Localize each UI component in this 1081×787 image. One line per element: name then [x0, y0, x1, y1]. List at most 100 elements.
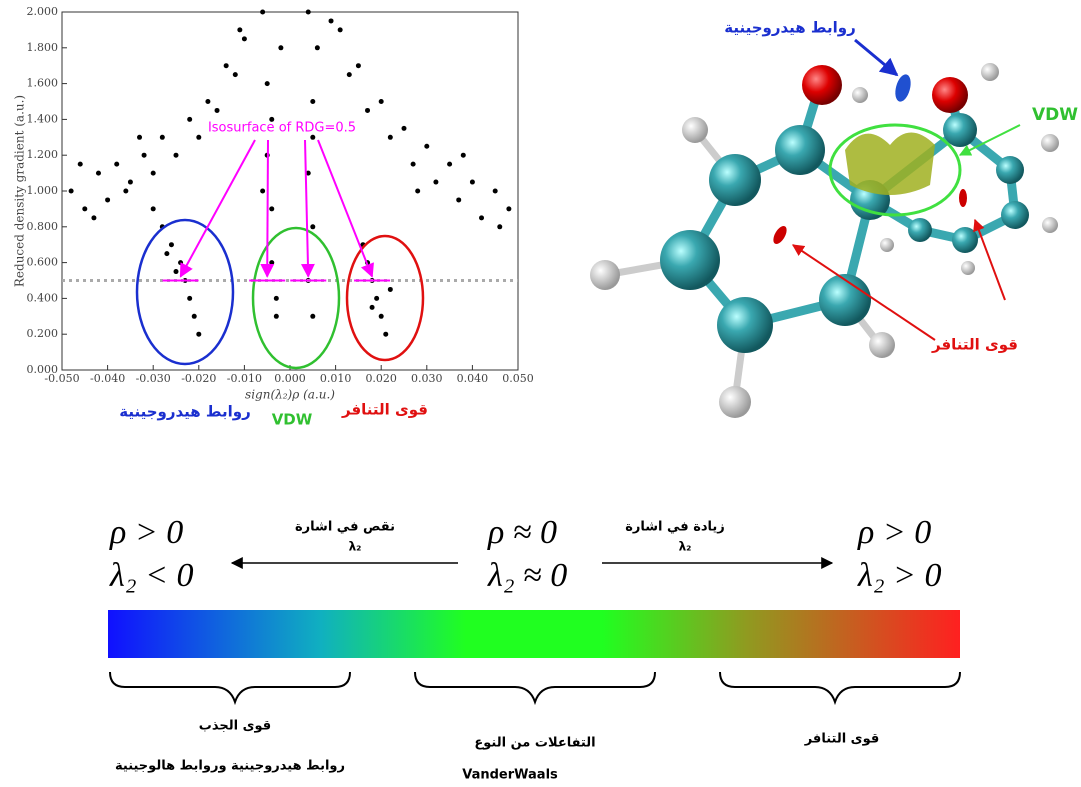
y-tick-label: 0.600 [27, 256, 59, 269]
point [470, 180, 475, 185]
point [105, 197, 110, 202]
x-tick-label: 0.010 [320, 372, 352, 385]
pointer-arrow [305, 140, 308, 277]
condition: ρ ≈ 0 [487, 514, 557, 551]
x-tick-label: 0.000 [274, 372, 306, 385]
y-tick-label: 1.400 [27, 112, 59, 125]
point [411, 162, 416, 167]
region-label: روابط هيدروجينية [119, 403, 250, 421]
region-ellipse [253, 228, 339, 368]
y-tick-label: 0.200 [27, 327, 59, 340]
point [370, 305, 375, 310]
arrow-label: λ₂ [349, 540, 362, 554]
point [379, 314, 384, 319]
condition: ρ > 0 [857, 514, 931, 551]
point [356, 63, 361, 68]
point [174, 153, 179, 158]
category-label: VanderWaals [462, 768, 558, 783]
point [379, 99, 384, 104]
point [278, 45, 283, 50]
point [128, 180, 133, 185]
point [260, 10, 265, 15]
point [310, 224, 315, 229]
plot-frame [62, 12, 518, 370]
molecule-label: قوى التنافر [931, 336, 1018, 354]
point [265, 81, 270, 86]
point [388, 287, 393, 292]
point [497, 224, 502, 229]
pointer-arrow [267, 140, 268, 277]
point [461, 153, 466, 158]
molecule-label: روابط هيدروجينية [724, 19, 855, 37]
y-tick-label: 0.400 [27, 291, 59, 304]
point [310, 99, 315, 104]
arrow-label: λ₂ [679, 540, 692, 554]
y-tick-label: 1.600 [27, 77, 59, 90]
point [82, 206, 87, 211]
point [178, 260, 183, 265]
point [274, 314, 279, 319]
pointer-arrow [318, 140, 372, 277]
point [383, 332, 388, 337]
point [123, 189, 128, 194]
x-tick-label: 0.020 [365, 372, 397, 385]
arrow-label: زيادة في اشارة [625, 520, 725, 535]
y-tick-label: 1.000 [27, 184, 59, 197]
x-tick-label: 0.040 [457, 372, 489, 385]
point [215, 108, 220, 113]
point [329, 18, 334, 23]
condition: λ₂ ≈ 0 [487, 557, 567, 594]
figure: Reduced density gradient (a.u.) sign(λ₂)… [0, 0, 1081, 787]
color-bar [108, 610, 960, 658]
category-label: روابط هيدروجينية وروابط هالوجينية [115, 759, 345, 774]
x-axis-label: sign(λ₂)ρ (a.u.) [245, 388, 335, 402]
point [479, 215, 484, 220]
point [424, 144, 429, 149]
annotation: Isosurface of RDG=0.5 [208, 121, 356, 136]
point [242, 36, 247, 41]
x-tick-label: -0.040 [90, 372, 125, 385]
braces [110, 672, 960, 702]
point [306, 10, 311, 15]
point [96, 171, 101, 176]
x-tick-label: 0.050 [502, 372, 534, 385]
pointer-arrow [181, 140, 255, 277]
point [78, 162, 83, 167]
point [196, 332, 201, 337]
point [315, 45, 320, 50]
point [310, 314, 315, 319]
region-ellipse [137, 220, 233, 364]
plot [69, 10, 512, 337]
point [388, 135, 393, 140]
point [310, 135, 315, 140]
point [269, 260, 274, 265]
point [160, 135, 165, 140]
y-axis-label: Reduced density gradient (a.u.) [13, 95, 27, 287]
condition: ρ > 0 [109, 514, 183, 551]
category-label: قوى التنافر [804, 732, 880, 747]
arrow-label: نقص في اشارة [295, 520, 395, 535]
category-label: التفاعلات من النوع [474, 736, 595, 751]
point [365, 108, 370, 113]
point [151, 206, 156, 211]
point [224, 63, 229, 68]
point [374, 296, 379, 301]
point [169, 242, 174, 247]
point [137, 135, 142, 140]
point [260, 189, 265, 194]
point [338, 27, 343, 32]
point [187, 117, 192, 122]
point [347, 72, 352, 77]
point [187, 296, 192, 301]
condition: λ₂ > 0 [857, 557, 942, 594]
category-label: قوى الجذب [199, 719, 271, 734]
point [506, 206, 511, 211]
x-tick-label: 0.030 [411, 372, 443, 385]
condition: λ₂ < 0 [109, 557, 194, 594]
point [196, 135, 201, 140]
y-tick-label: 0.800 [27, 220, 59, 233]
point [192, 314, 197, 319]
point [233, 72, 238, 77]
point [237, 27, 242, 32]
x-tick-label: -0.030 [136, 372, 171, 385]
